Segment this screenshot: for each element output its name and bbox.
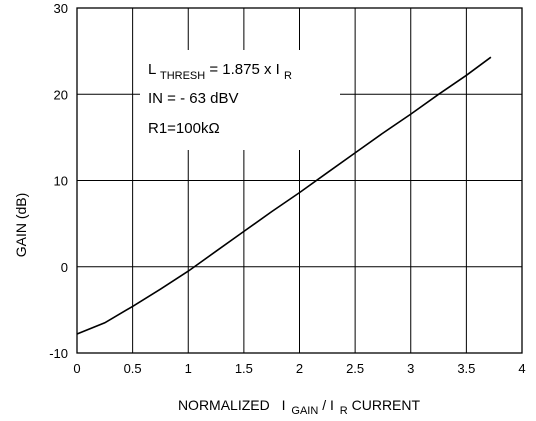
x-tick-label: 2.5 xyxy=(346,361,364,376)
y-tick-label: 20 xyxy=(54,87,68,102)
plot-frame xyxy=(76,7,523,354)
y-tick-label: 10 xyxy=(54,174,68,189)
x-tick-label: 0.5 xyxy=(124,361,142,376)
y-tick-label: 0 xyxy=(61,260,68,275)
y-axis-label: GAIN (dB) xyxy=(13,193,29,258)
x-tick-label: 4 xyxy=(518,361,525,376)
y-tick-labels: -10 0 10 20 30 xyxy=(49,1,68,361)
annotation-threshold-main: L xyxy=(148,61,156,78)
x-tick-label: 2 xyxy=(296,361,303,376)
annotation-threshold-sub: THRESH xyxy=(160,70,205,82)
x-axis-label-prefix: NORMALIZED xyxy=(178,397,270,413)
annotation-background xyxy=(140,50,340,150)
x-axis-label-i1: I xyxy=(282,397,286,413)
x-tick-label: 1.5 xyxy=(235,361,253,376)
x-tick-label: 3 xyxy=(407,361,414,376)
x-tick-label: 3.5 xyxy=(457,361,475,376)
annotation-threshold-rest: = 1.875 x I xyxy=(209,61,279,78)
annotation-threshold-sub2: R xyxy=(284,70,292,82)
x-tick-label: 1 xyxy=(185,361,192,376)
y-tick-label: 30 xyxy=(54,1,68,16)
series-line-gain xyxy=(76,56,492,335)
x-axis-label-suffix: CURRENT xyxy=(352,397,421,413)
annotation-input-level: IN = - 63 dBV xyxy=(148,90,238,107)
x-axis-label-slash: / xyxy=(322,397,326,413)
x-axis-label-sub1: GAIN xyxy=(291,405,318,417)
x-axis-label: NORMALIZED I GAIN / I R CURRENT xyxy=(178,397,421,417)
annotation-threshold: L THRESH = 1.875 x I R xyxy=(148,61,292,83)
x-tick-label: 0 xyxy=(73,361,80,376)
annotation-resistor: R1=100kΩ xyxy=(148,120,220,137)
x-axis-label-sub2: R xyxy=(340,405,348,417)
x-tick-labels: 0 0.5 1 1.5 2 2.5 3 3.5 4 xyxy=(73,361,525,376)
x-axis-label-i2: I xyxy=(330,397,334,413)
y-tick-label: -10 xyxy=(49,346,68,361)
